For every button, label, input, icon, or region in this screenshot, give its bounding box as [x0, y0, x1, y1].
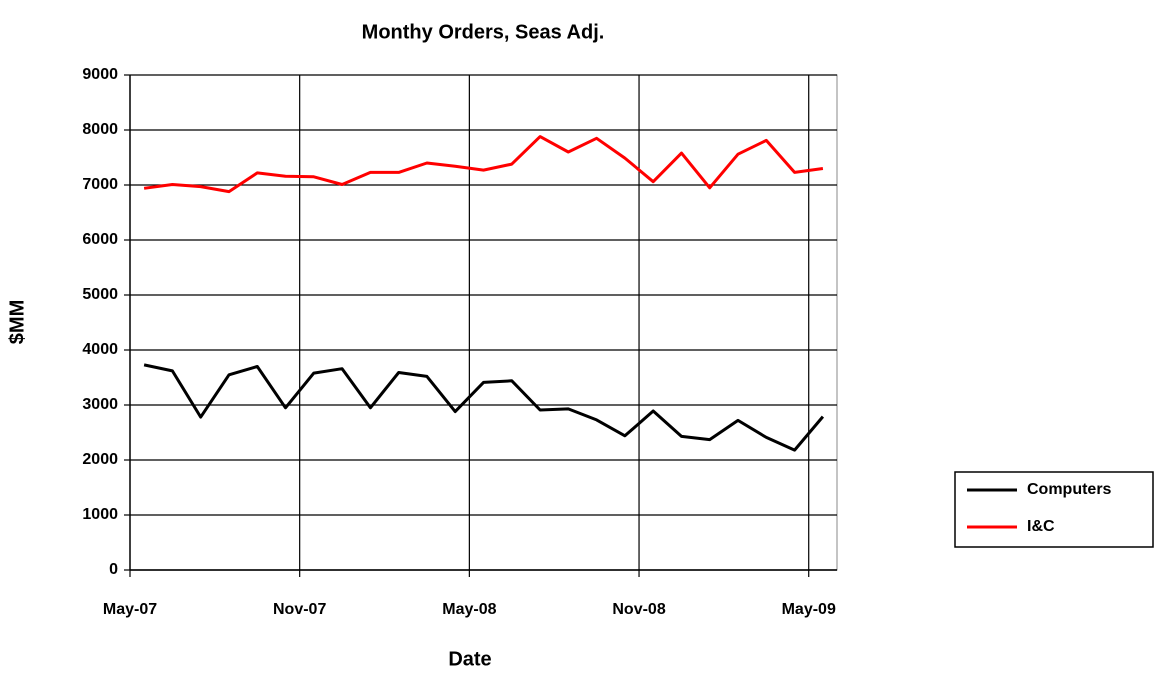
- series-line: [143, 135, 824, 194]
- y-tick-label: 8000: [82, 121, 118, 138]
- x-tick-label: May-07: [103, 601, 157, 618]
- chart-title: Monthy Orders, Seas Adj.: [362, 21, 605, 43]
- x-tick-label: Nov-08: [612, 601, 665, 618]
- y-tick-label: 2000: [82, 451, 118, 468]
- x-tick-label: May-08: [442, 601, 496, 618]
- y-tick-label: 7000: [82, 176, 118, 193]
- legend-label: Computers: [1027, 481, 1112, 498]
- legend-label: I&C: [1027, 518, 1055, 535]
- y-tick-label: 9000: [82, 66, 118, 83]
- series-line: [143, 363, 825, 452]
- y-tick-label: 0: [109, 561, 118, 578]
- plot-area: [129, 74, 838, 571]
- x-tick-label: Nov-07: [273, 601, 326, 618]
- y-tick-label: 6000: [82, 231, 118, 248]
- x-tick-label: May-09: [782, 601, 836, 618]
- y-tick-label: 3000: [82, 396, 118, 413]
- y-tick-label: 4000: [82, 341, 118, 358]
- y-tick-label: 5000: [82, 286, 118, 303]
- y-tick-label: 1000: [82, 506, 118, 523]
- y-axis-label: $MM: [6, 300, 28, 344]
- legend-box: [954, 471, 1154, 548]
- x-axis-label: Date: [448, 648, 491, 670]
